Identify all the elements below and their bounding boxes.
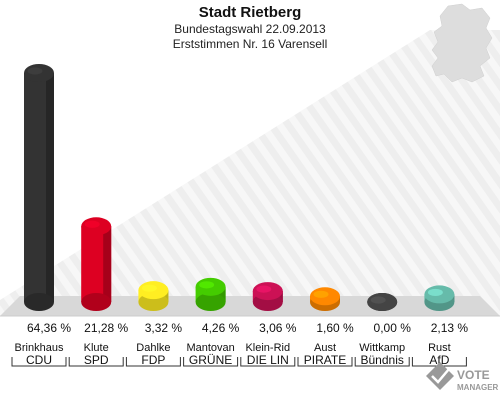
bar-highlight-3 [199,281,215,289]
bar-4 [252,282,283,311]
chart-background [0,30,500,316]
party-label-1: SPD [84,353,109,367]
logo-diamond [426,362,454,390]
bar-shade-0 [46,73,54,302]
logo-check-icon [431,368,450,384]
bar-highlight-0 [27,67,43,75]
bar-1 [81,217,112,311]
value-label-4: 3,06 % [259,321,297,335]
bar-3 [195,277,226,311]
party-bracket-2 [125,357,181,367]
candidate-label-7: Rust [428,342,451,354]
value-label-6: 0,00 % [374,321,412,335]
bar-5 [310,287,340,311]
candidate-label-5: Aust [314,342,336,354]
value-label-1: 21,28 % [84,321,128,335]
bar-shade-3 [217,286,226,302]
chart-subtitle-2: Erststimmen Nr. 16 Varensell [173,37,328,51]
bar-highlight-2 [141,284,157,292]
logo-text-vote: VOTE [457,368,490,382]
bar-highlight-6 [370,296,386,304]
candidate-label-0: Brinkhaus [15,342,64,354]
party-label-6: Bündnis [361,353,404,367]
vote-manager-logo: VOTE MANAGER [426,362,499,392]
party-label-5: PIRATE [304,353,346,367]
value-labels-group: 64,36 % 21,28 % 3,32 % 4,26 % 3,06 % 1,60 % 0,… [27,321,468,335]
value-label-5: 1,60 % [316,321,354,335]
bar-7 [424,285,455,311]
party-label-2: FDP [141,353,165,367]
party-bracket-5 [297,357,353,367]
germany-map-icon [431,3,493,83]
party-bracket-4 [240,357,296,367]
party-label-3: GRÜNE [189,353,232,367]
value-label-0: 64,36 % [27,321,71,335]
party-bracket-1 [68,357,124,367]
party-label-0: CDU [26,353,52,367]
value-label-3: 4,26 % [202,321,240,335]
bar-highlight-7 [427,288,443,297]
bar-shade-1 [103,226,112,302]
party-bracket-0 [11,357,67,367]
party-bracket-6 [354,357,410,367]
value-label-7: 2,13 % [431,321,469,335]
party-label-4: DIE LIN [247,353,289,367]
candidate-label-6: Wittkamp [359,342,405,354]
bar-base-0 [24,293,54,311]
candidate-label-4: Klein-Rid [245,342,290,354]
party-label-7: AfD [429,353,449,367]
bars-group [24,64,455,311]
candidate-label-2: Dahlke [136,342,170,354]
bar-base-3 [195,293,226,311]
bar-2 [138,281,169,311]
candidate-label-3: Mantovan [186,342,234,354]
bar-highlight-1 [84,220,100,228]
bar-6 [367,293,398,311]
bar-highlight-4 [256,285,272,293]
value-label-2: 3,32 % [145,321,183,335]
chart-title: Stadt Rietberg [199,4,302,21]
bar-base-1 [81,293,112,311]
candidate-label-1: Klute [84,342,109,354]
bar-0 [24,64,54,311]
bar-highlight-5 [313,290,329,298]
chart-subtitle: Bundestagswahl 22.09.2013 [174,22,326,36]
party-bracket-3 [183,357,239,367]
logo-text-manager: MANAGER [457,383,499,392]
